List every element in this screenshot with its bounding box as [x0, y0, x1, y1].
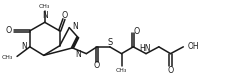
- Text: CH₃: CH₃: [39, 4, 50, 9]
- Text: N: N: [42, 11, 47, 20]
- Text: N: N: [72, 22, 77, 31]
- Text: CH₃: CH₃: [115, 68, 127, 73]
- Text: S: S: [107, 38, 112, 47]
- Text: CH₃: CH₃: [2, 55, 13, 60]
- Text: N: N: [21, 42, 27, 51]
- Text: HN: HN: [139, 44, 150, 53]
- Text: O: O: [5, 26, 12, 35]
- Text: N: N: [75, 50, 81, 59]
- Text: OH: OH: [187, 42, 199, 51]
- Text: O: O: [94, 61, 100, 70]
- Text: O: O: [61, 11, 67, 20]
- Text: O: O: [167, 66, 173, 75]
- Text: O: O: [133, 27, 139, 36]
